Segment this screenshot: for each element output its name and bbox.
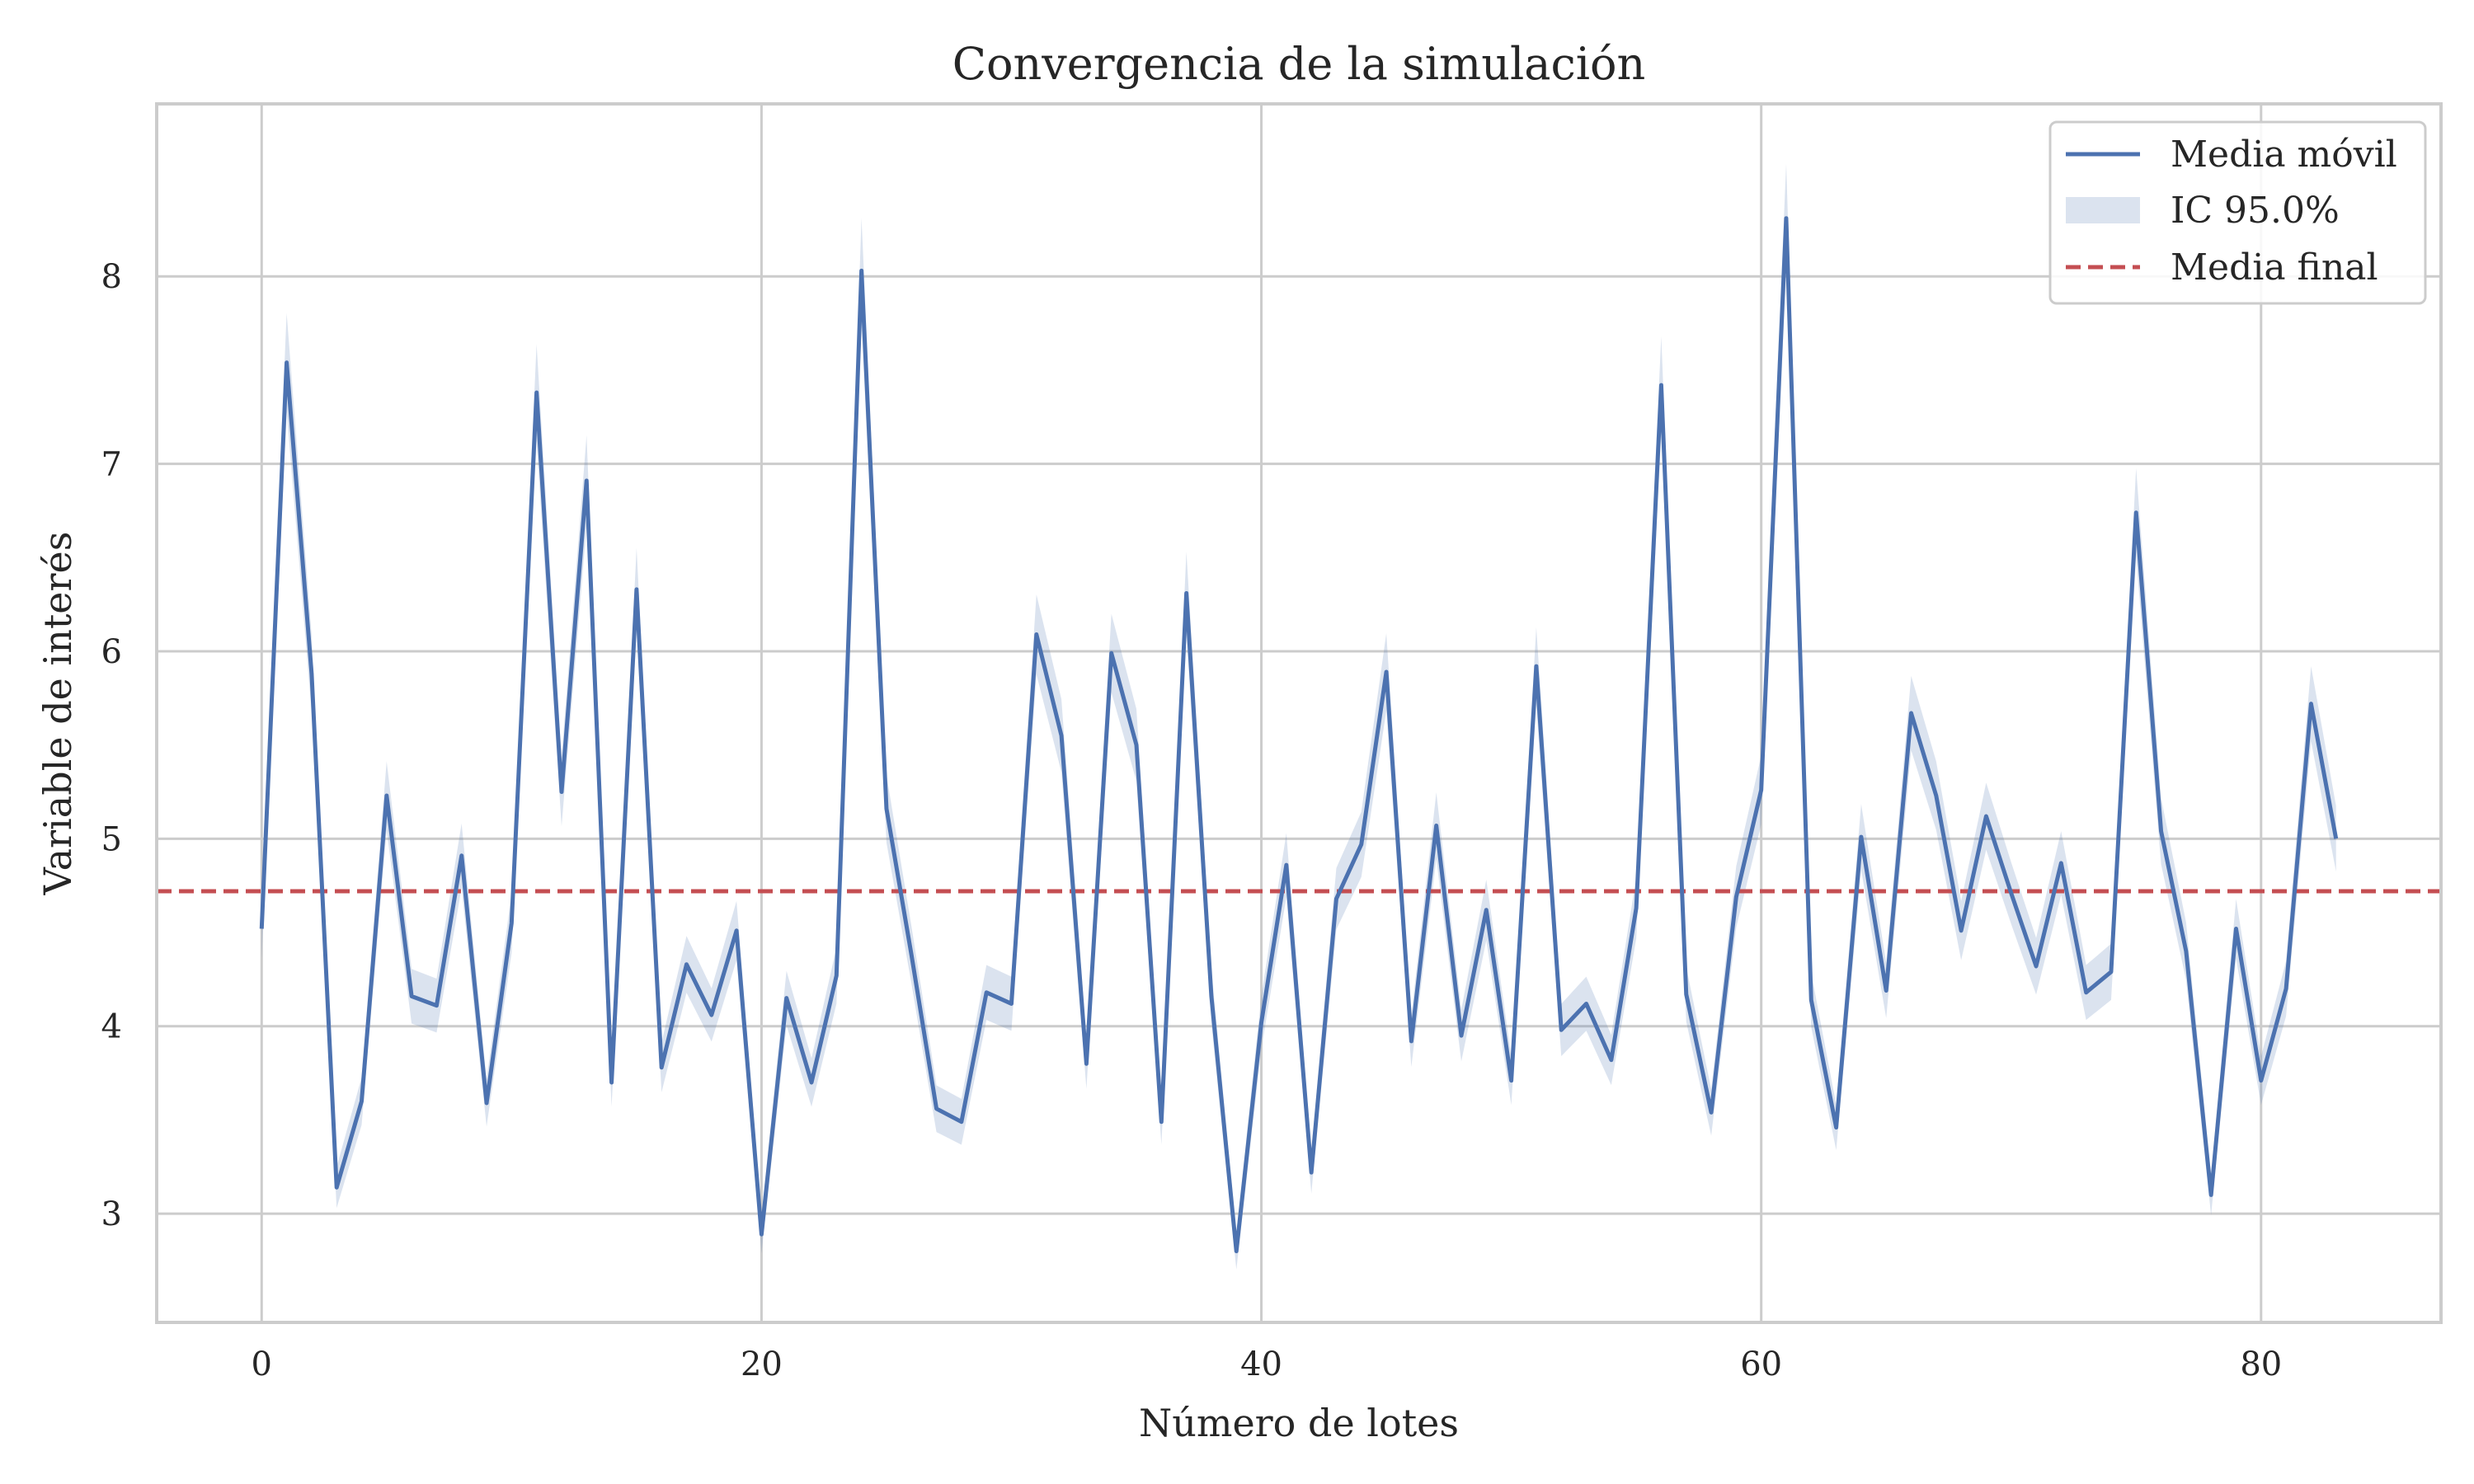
x-tick-label: 20 [741, 1345, 783, 1383]
tick-labels: 0 20 40 60 80 3 4 5 6 7 8 [101, 258, 2283, 1383]
y-tick-label: 8 [101, 258, 122, 296]
y-tick-label: 5 [101, 820, 122, 858]
legend-box [2048, 120, 2427, 305]
legend-label-confidence-interval: IC 95.0% [2171, 190, 2340, 232]
x-tick-label: 80 [2240, 1345, 2282, 1383]
plot-background [157, 104, 2441, 1322]
legend-label-moving-average: Media móvil [2171, 134, 2397, 176]
confidence-band-layer [261, 163, 2336, 1270]
legend: Media móvil IC 95.0% Media final [2048, 120, 2427, 305]
y-tick-label: 6 [101, 633, 122, 671]
y-tick-label: 4 [101, 1008, 122, 1046]
plot-frame [155, 102, 2443, 1324]
y-tick-label: 3 [101, 1195, 122, 1233]
legend-label-final-mean: Media final [2171, 247, 2378, 289]
x-tick-label: 40 [1240, 1345, 1282, 1383]
moving-average-line [259, 216, 2339, 1254]
x-tick-label: 60 [1740, 1345, 1782, 1383]
x-axis-label: Número de lotes [1139, 1401, 1459, 1445]
chart-title: Convergencia de la simulación [952, 38, 1646, 90]
x-tick-label: 0 [252, 1345, 272, 1383]
y-axis-label: Variable de interés [35, 532, 80, 896]
legend-swatch-confidence-interval [2066, 197, 2140, 223]
confidence-band [261, 163, 2336, 1270]
y-tick-label: 7 [101, 446, 122, 484]
moving-average-layer [259, 216, 2339, 1254]
